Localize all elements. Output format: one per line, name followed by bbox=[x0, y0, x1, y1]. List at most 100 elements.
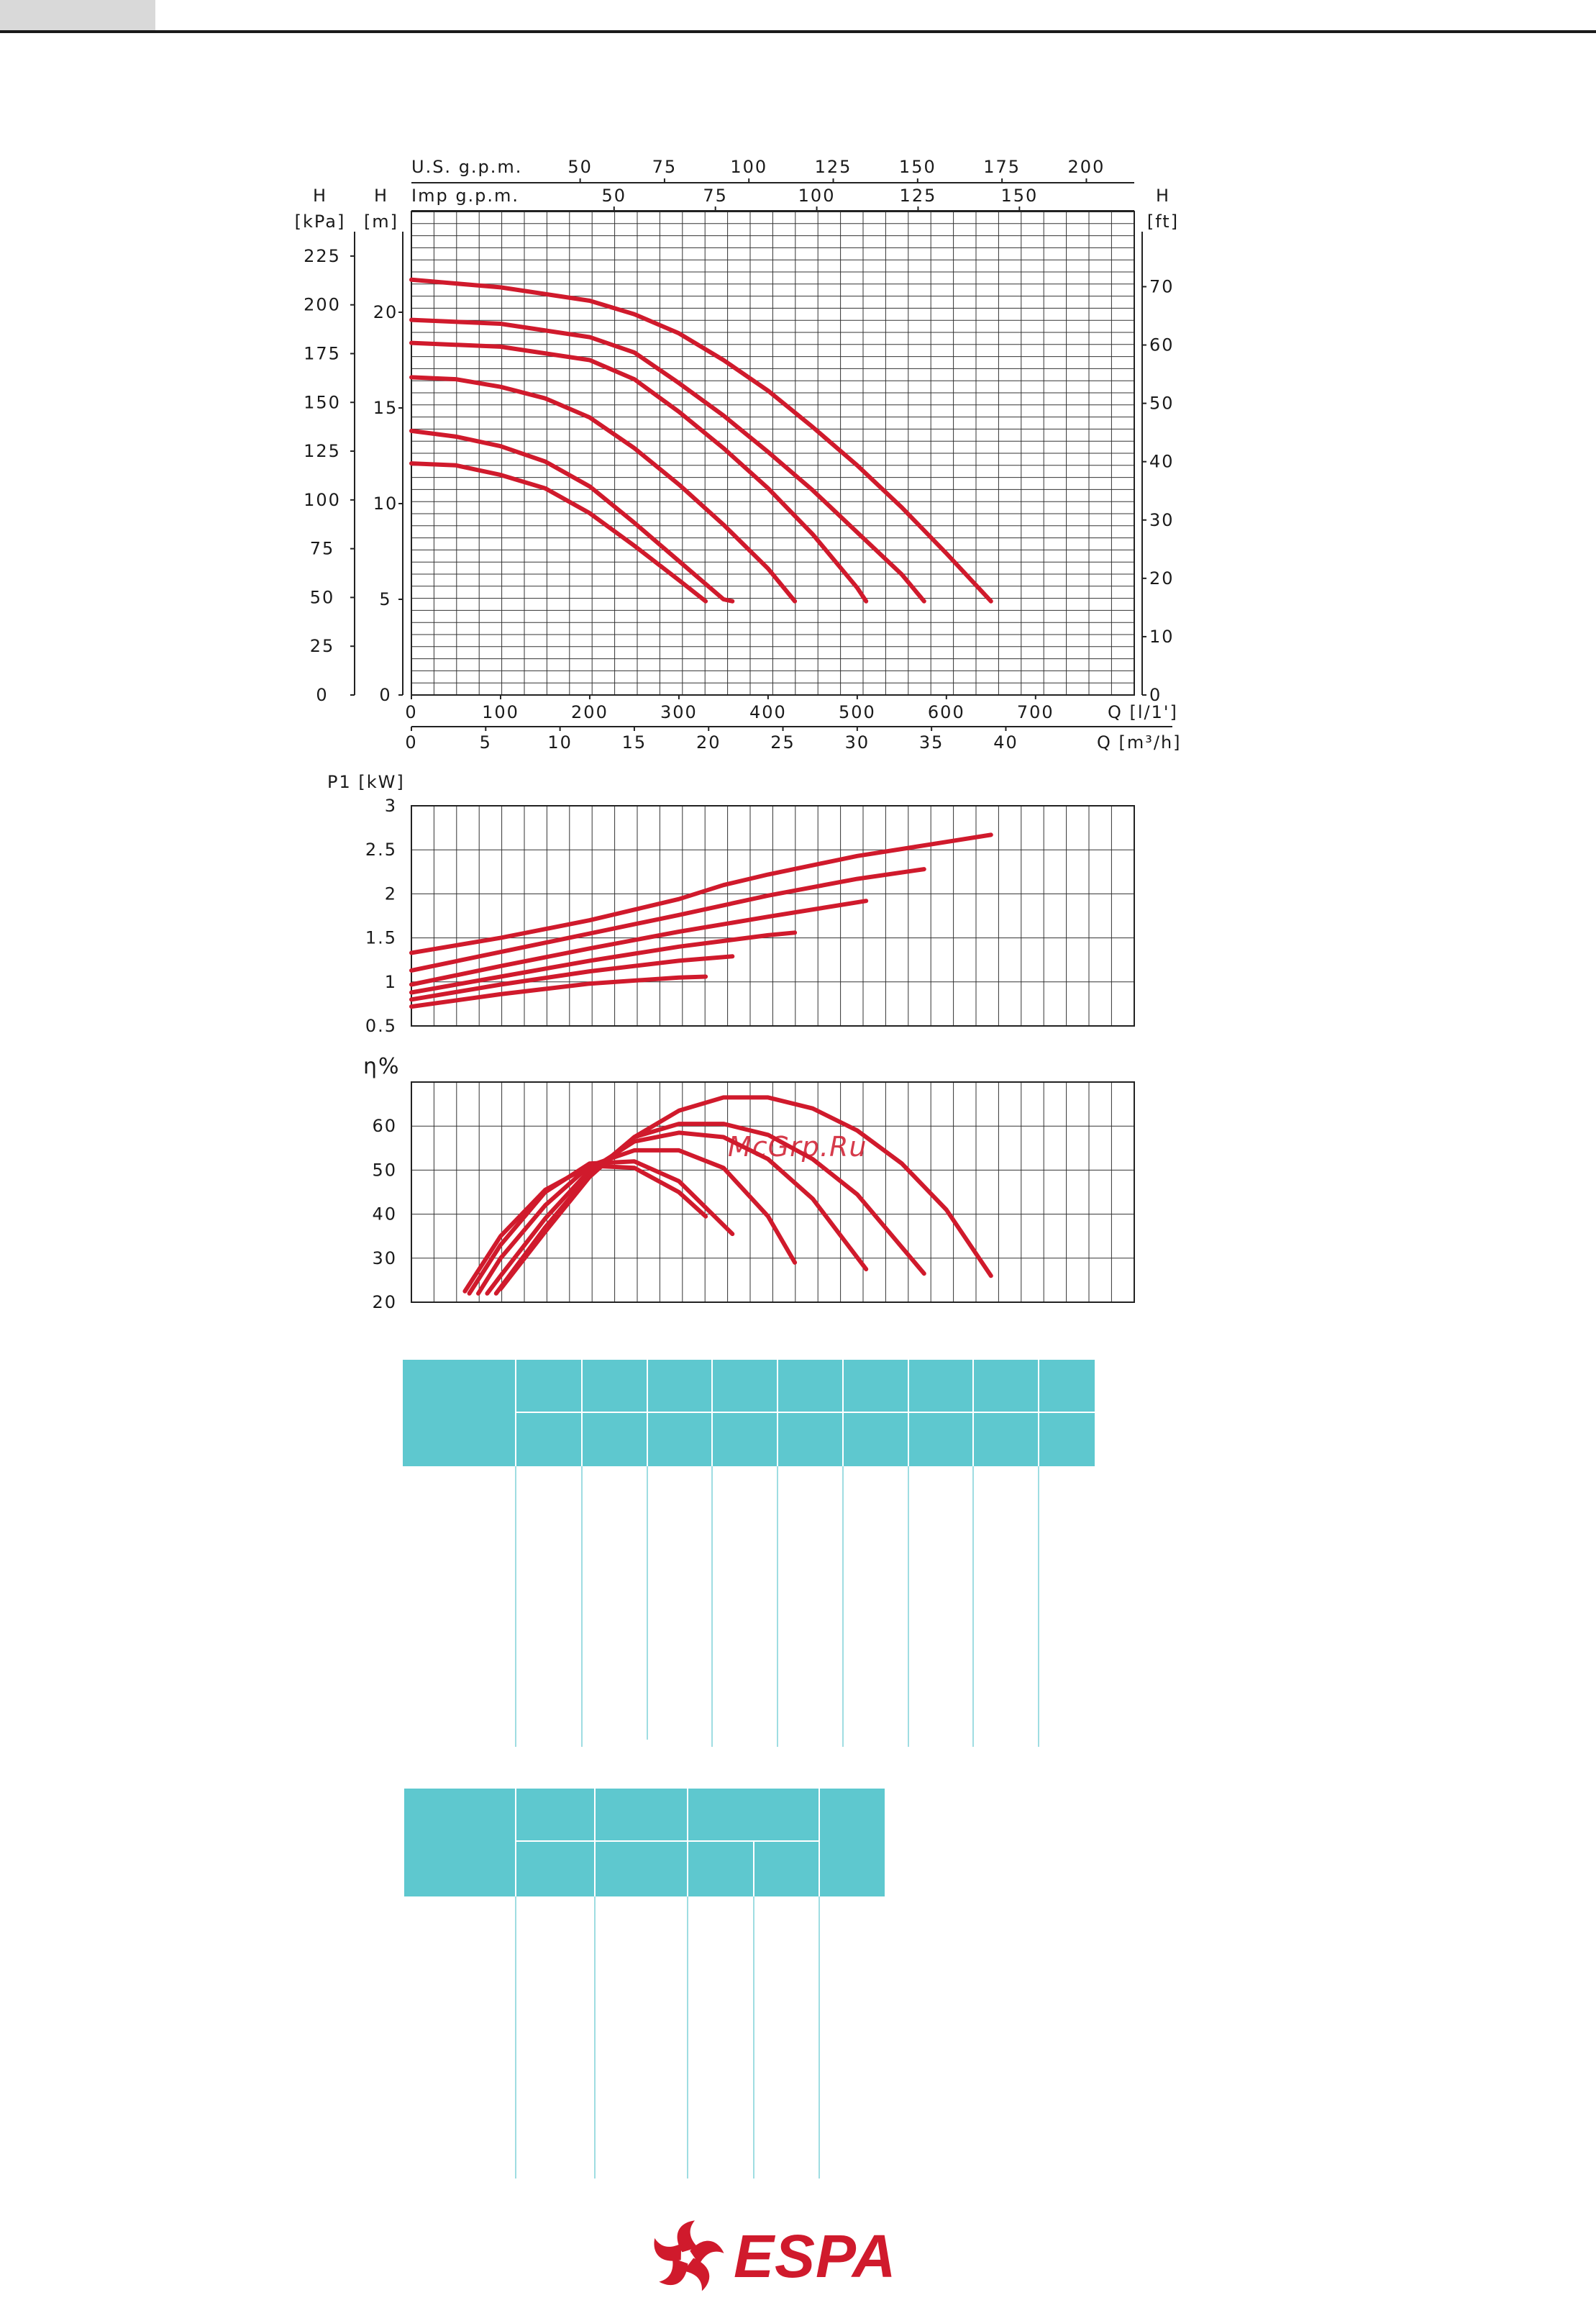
kpa-tick-label: 225 bbox=[304, 246, 341, 266]
usgpm-tick-label: 100 bbox=[730, 157, 767, 177]
table-1-header-divider bbox=[581, 1360, 583, 1466]
head-curve-2 bbox=[409, 428, 735, 604]
m3h-tick-label: 20 bbox=[696, 732, 721, 753]
table-1-column-line bbox=[647, 1466, 648, 1740]
header-tab bbox=[0, 0, 155, 30]
kpa-tick-label: 0 bbox=[316, 685, 328, 705]
usgpm-tick-label: 125 bbox=[815, 157, 852, 177]
impgpm-tick-label: 50 bbox=[602, 186, 627, 206]
m-axis-title-2: [m] bbox=[364, 212, 398, 232]
impgpm-tick-label: 125 bbox=[900, 186, 937, 206]
power-tick-label: 1.5 bbox=[365, 928, 397, 948]
usgpm-tick-label: 175 bbox=[983, 157, 1021, 177]
ft-tick-label: 30 bbox=[1149, 510, 1175, 530]
head-grid bbox=[411, 212, 1134, 695]
table-2-header-rule bbox=[515, 1840, 818, 1842]
table-2-column-line bbox=[687, 1896, 688, 2178]
m-axis-title-1: H bbox=[374, 186, 388, 206]
efficiency-curve-3 bbox=[476, 1148, 798, 1296]
lmin-tick-label: 500 bbox=[839, 702, 876, 722]
power-axis-title: P1 [kW] bbox=[327, 772, 405, 792]
head-curve-6 bbox=[409, 277, 993, 604]
table-2-column-line bbox=[818, 1896, 820, 2178]
lmin-axis-label: Q [l/1'] bbox=[1108, 702, 1178, 722]
m3h-tick-label: 25 bbox=[770, 732, 795, 753]
m3h-tick-label: 0 bbox=[405, 732, 417, 753]
kpa-tick-label: 50 bbox=[310, 587, 335, 607]
table-1-column-line bbox=[908, 1466, 909, 1747]
lmin-tick-label: 100 bbox=[482, 702, 519, 722]
power-tick-label: 3 bbox=[385, 796, 397, 816]
m3h-tick-label: 5 bbox=[480, 732, 492, 753]
efficiency-chart: η% 20 30 40 50 60 bbox=[363, 1054, 1135, 1312]
impgpm-tick-label: 75 bbox=[703, 186, 728, 206]
m3h-tick-label: 15 bbox=[622, 732, 647, 753]
table-1-header bbox=[403, 1360, 1095, 1466]
power-tick-label: 1 bbox=[385, 972, 397, 992]
table-1-column-line bbox=[972, 1466, 974, 1747]
efficiency-tick-label: 30 bbox=[372, 1248, 397, 1268]
kpa-ticks: 0 25 50 75 100 125 150 175 200 225 bbox=[304, 246, 355, 705]
power-curve-4 bbox=[409, 899, 869, 987]
brand-name: ESPA bbox=[734, 2222, 897, 2290]
table-2-header-divider bbox=[515, 1789, 516, 1896]
watermark-text: McGrp.Ru bbox=[728, 1131, 867, 1163]
power-chart: P1 [kW] 0.5 1 1.5 2 2.5 3 bbox=[327, 772, 1135, 1036]
table-1-column-line bbox=[515, 1466, 516, 1747]
table-1-column-line bbox=[777, 1466, 778, 1747]
m3h-tick-label: 30 bbox=[845, 732, 870, 753]
head-curves bbox=[409, 277, 993, 604]
m-tick-label: 0 bbox=[379, 685, 391, 705]
head-curve-5 bbox=[409, 317, 926, 604]
power-tick-label: 2.5 bbox=[365, 840, 397, 860]
m-tick-label: 15 bbox=[373, 398, 398, 418]
impgpm-tick-label: 150 bbox=[1000, 186, 1038, 206]
header-rule bbox=[0, 30, 1596, 33]
head-chart: U.S. g.p.m. Imp g.p.m. 50 75 100 125 150 175 2… bbox=[295, 157, 1180, 753]
table-1-header-divider bbox=[842, 1360, 844, 1466]
table-1-column-line bbox=[581, 1466, 583, 1747]
table-1-header-divider bbox=[777, 1360, 778, 1466]
table-2-header-divider bbox=[594, 1789, 596, 1896]
m-tick-label: 5 bbox=[379, 589, 391, 609]
lmin-ticks: 0 100 200 300 400 500 600 700 bbox=[405, 695, 1054, 722]
efficiency-axis-title: η% bbox=[363, 1054, 401, 1079]
pump-curves: U.S. g.p.m. Imp g.p.m. 50 75 100 125 150 175 2… bbox=[295, 157, 1180, 1312]
power-curve-2 bbox=[409, 954, 735, 1002]
table-1-header-divider bbox=[647, 1360, 648, 1466]
impgpm-label: Imp g.p.m. bbox=[411, 186, 519, 206]
usgpm-label: U.S. g.p.m. bbox=[411, 157, 522, 177]
power-plot-frame bbox=[411, 805, 1135, 1027]
kpa-tick-label: 175 bbox=[304, 343, 341, 363]
ft-tick-label: 10 bbox=[1149, 627, 1175, 647]
ft-ticks: 0 10 20 30 40 50 60 70 bbox=[1142, 276, 1175, 705]
power-curve-3 bbox=[409, 930, 798, 995]
head-curve-1 bbox=[409, 461, 708, 604]
table-2-header bbox=[404, 1789, 885, 1896]
kpa-tick-label: 25 bbox=[310, 636, 335, 656]
m3h-tick-label: 10 bbox=[547, 732, 573, 753]
lmin-tick-label: 400 bbox=[749, 702, 787, 722]
usgpm-tick-label: 50 bbox=[567, 157, 593, 177]
power-curve-6 bbox=[409, 832, 993, 955]
lmin-tick-label: 700 bbox=[1017, 702, 1054, 722]
ft-tick-label: 20 bbox=[1149, 568, 1175, 589]
m3h-tick-label: 40 bbox=[993, 732, 1018, 753]
table-1-column-line bbox=[711, 1466, 713, 1747]
lmin-tick-label: 200 bbox=[571, 702, 608, 722]
efficiency-tick-label: 50 bbox=[372, 1160, 397, 1180]
power-ticks: 0.5 1 1.5 2 2.5 3 bbox=[365, 796, 397, 1036]
efficiency-curve-6 bbox=[498, 1095, 993, 1291]
head-curve-4 bbox=[409, 340, 869, 604]
kpa-tick-label: 100 bbox=[304, 490, 341, 510]
kpa-tick-label: 75 bbox=[310, 539, 335, 559]
table-2-column-line bbox=[515, 1896, 516, 2178]
usgpm-tick-label: 150 bbox=[899, 157, 936, 177]
efficiency-tick-label: 20 bbox=[372, 1292, 397, 1312]
m3h-tick-label: 35 bbox=[919, 732, 944, 753]
ft-tick-label: 40 bbox=[1149, 452, 1175, 472]
m-tick-label: 10 bbox=[373, 494, 398, 514]
efficiency-tick-label: 60 bbox=[372, 1116, 397, 1136]
lmin-tick-label: 600 bbox=[928, 702, 965, 722]
table-1-header-divider bbox=[972, 1360, 974, 1466]
